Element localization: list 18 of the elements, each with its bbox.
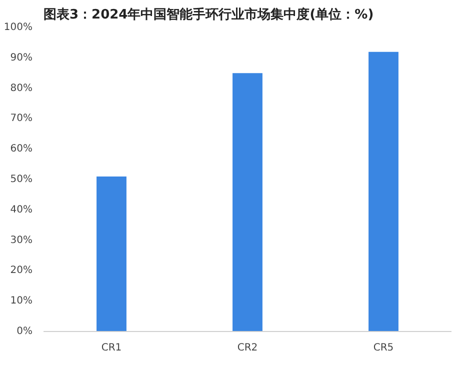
y-tick-label: 10%	[10, 296, 33, 307]
y-tick-label: 90%	[10, 52, 33, 64]
bar	[96, 176, 126, 332]
x-tick-label: CR1	[101, 342, 122, 354]
y-tick-label: 80%	[10, 82, 33, 94]
x-tick-label: CR5	[373, 342, 394, 354]
y-tick-label: 70%	[10, 113, 33, 124]
y-tick-label: 20%	[10, 265, 33, 276]
chart-title: 图表3：2024年中国智能手环行业市场集中度(单位：%)	[44, 6, 374, 22]
y-tick-label: 30%	[10, 234, 33, 246]
y-tick-label: 50%	[10, 174, 33, 185]
y-tick-label: 100%	[4, 22, 33, 33]
y-tick-label: 0%	[16, 326, 33, 337]
y-tick-label: 60%	[10, 144, 33, 155]
x-tick-label: CR2	[237, 342, 258, 354]
bar	[368, 52, 398, 332]
y-tick-label: 40%	[10, 204, 33, 216]
bar	[232, 73, 262, 332]
